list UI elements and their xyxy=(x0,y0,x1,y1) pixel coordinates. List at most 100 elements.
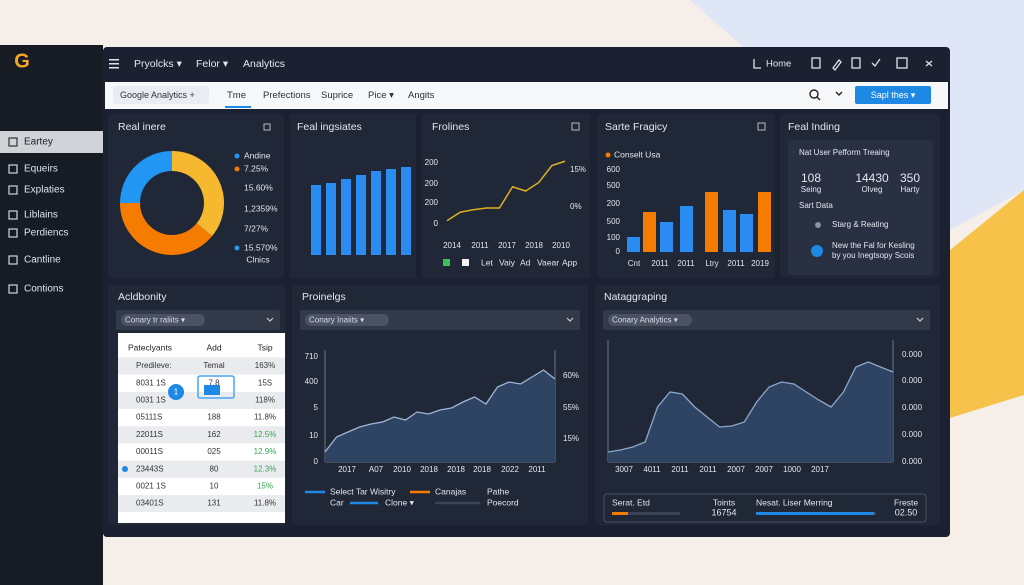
stat-value: 350 xyxy=(900,171,920,185)
dropdown-chip[interactable] xyxy=(305,314,389,326)
panel-title: Acldbonity xyxy=(118,291,167,303)
toolbar xyxy=(105,82,948,109)
bar xyxy=(660,222,673,252)
sidebar xyxy=(0,45,103,585)
summary-value: 02.50 xyxy=(895,507,918,517)
y-tick-label: 0.000 xyxy=(902,430,923,439)
item-icon xyxy=(811,245,823,257)
x-tick-label: 2018 xyxy=(473,465,491,474)
bar xyxy=(680,206,693,252)
card-note: New the Fal for Kesling xyxy=(832,241,915,250)
x-tick-label: 2011 xyxy=(727,259,745,268)
table-cell: 12.3% xyxy=(254,464,277,473)
bar xyxy=(758,192,771,252)
panel-title: Nataggraping xyxy=(604,291,667,303)
y-tick-label: 5 xyxy=(314,403,319,412)
donut-slice xyxy=(171,151,224,237)
legend-item: Let xyxy=(481,257,493,267)
tab[interactable]: Prefections xyxy=(263,90,311,101)
y-tick-label: 0.000 xyxy=(902,403,923,412)
table-row xyxy=(118,391,285,409)
tab[interactable]: Suprice xyxy=(321,90,353,101)
dropdown-label[interactable]: Conary Inaiits ▾ xyxy=(309,316,364,325)
bar xyxy=(341,179,351,255)
table-cell: 163% xyxy=(255,361,275,370)
card-sub: Sart Data xyxy=(799,201,833,210)
line xyxy=(446,160,566,222)
menu[interactable]: Pryolcks ▾ xyxy=(134,58,183,70)
x-tick-label: 2022 xyxy=(501,465,519,474)
y-tick-label: 0 xyxy=(314,457,319,466)
y2-tick-label: 15% xyxy=(563,434,579,443)
x-tick-label: 2018 xyxy=(447,465,465,474)
legend-swatch xyxy=(443,259,450,266)
x-tick-label: A07 xyxy=(369,465,384,474)
dropdown-chip[interactable] xyxy=(121,314,205,326)
bar xyxy=(627,237,640,252)
table-cell: 025 xyxy=(207,447,221,456)
chip-label[interactable]: Google Analytics + xyxy=(120,90,195,100)
stat-value: 108 xyxy=(801,171,821,185)
sidebar-item[interactable]: Contions xyxy=(24,284,63,295)
sidebar-item[interactable]: Equeirs xyxy=(24,164,58,175)
table-cell: 22011S xyxy=(136,430,163,439)
home-link[interactable]: Home xyxy=(766,59,791,70)
bar xyxy=(371,171,381,255)
cell-focus[interactable] xyxy=(197,375,235,399)
table-cell: 7.8 xyxy=(208,378,220,387)
summary-label: Toints xyxy=(713,497,735,507)
sidebar-item[interactable]: Explaties xyxy=(24,185,65,196)
chip[interactable] xyxy=(113,86,209,104)
menu[interactable]: Felor ▾ xyxy=(196,58,229,70)
area-line xyxy=(607,361,894,453)
tab[interactable]: Tme xyxy=(227,90,246,101)
legend-item: 7.25% xyxy=(244,163,269,173)
legend-item: 7/27% xyxy=(244,223,269,233)
dropdown-chip[interactable] xyxy=(608,314,692,326)
tab[interactable]: Pice ▾ xyxy=(368,90,394,101)
legend-dot xyxy=(234,166,240,172)
progress xyxy=(612,512,628,515)
sidebar-item[interactable]: Liblains xyxy=(24,210,58,221)
y-tick-label: 200 xyxy=(425,158,439,167)
backdrop-shape xyxy=(950,190,1024,418)
dropdown-label[interactable]: Conary tr raliits ▾ xyxy=(125,316,185,325)
sidebar-icon xyxy=(8,164,18,174)
search-icon[interactable] xyxy=(809,89,843,101)
table-cell: 80 xyxy=(210,464,219,473)
menu[interactable]: Analytics xyxy=(243,58,285,70)
bar xyxy=(740,214,753,252)
y-tick-label: 0 xyxy=(616,247,621,256)
table-row xyxy=(118,460,285,478)
table-cell: 03401S xyxy=(136,499,164,508)
button-label[interactable]: Sapl thes ▾ xyxy=(871,90,916,100)
donut-slice xyxy=(120,151,173,204)
x-tick-label: 2011 xyxy=(677,259,695,268)
panel xyxy=(597,114,775,278)
sidebar-item[interactable]: Perdiencs xyxy=(24,228,68,239)
button[interactable] xyxy=(855,86,931,104)
item-dot xyxy=(815,222,821,228)
table-cell: 11.8% xyxy=(254,499,276,508)
legend-item: Clone ▾ xyxy=(385,497,415,507)
sidebar-item[interactable]: Cantline xyxy=(24,255,61,266)
x-tick-label: 2018 xyxy=(420,465,438,474)
table-cell: Temal xyxy=(203,361,225,370)
sidebar-icon xyxy=(8,185,18,195)
table-cell: Predileve: xyxy=(136,361,172,370)
tab[interactable]: Angits xyxy=(408,90,435,101)
x-tick-label: Cnt xyxy=(628,259,641,268)
sidebar-item[interactable]: Eartey xyxy=(24,137,53,148)
legend-item: Vaiy xyxy=(499,257,516,267)
legend-item: Canajas xyxy=(435,486,466,496)
legend-item: 1,2359% xyxy=(244,203,278,213)
sidebar-icon xyxy=(8,228,18,238)
dropdown-label[interactable]: Conary Analytics ▾ xyxy=(612,316,678,325)
row-dot xyxy=(122,466,128,472)
bar xyxy=(643,212,656,252)
summary-label: Freste xyxy=(894,497,918,507)
legend-item: Car xyxy=(330,497,344,507)
table-cell: 0021 1S xyxy=(136,482,166,491)
x-tick-label: Ltry xyxy=(705,259,718,268)
panel-icon xyxy=(571,122,580,131)
